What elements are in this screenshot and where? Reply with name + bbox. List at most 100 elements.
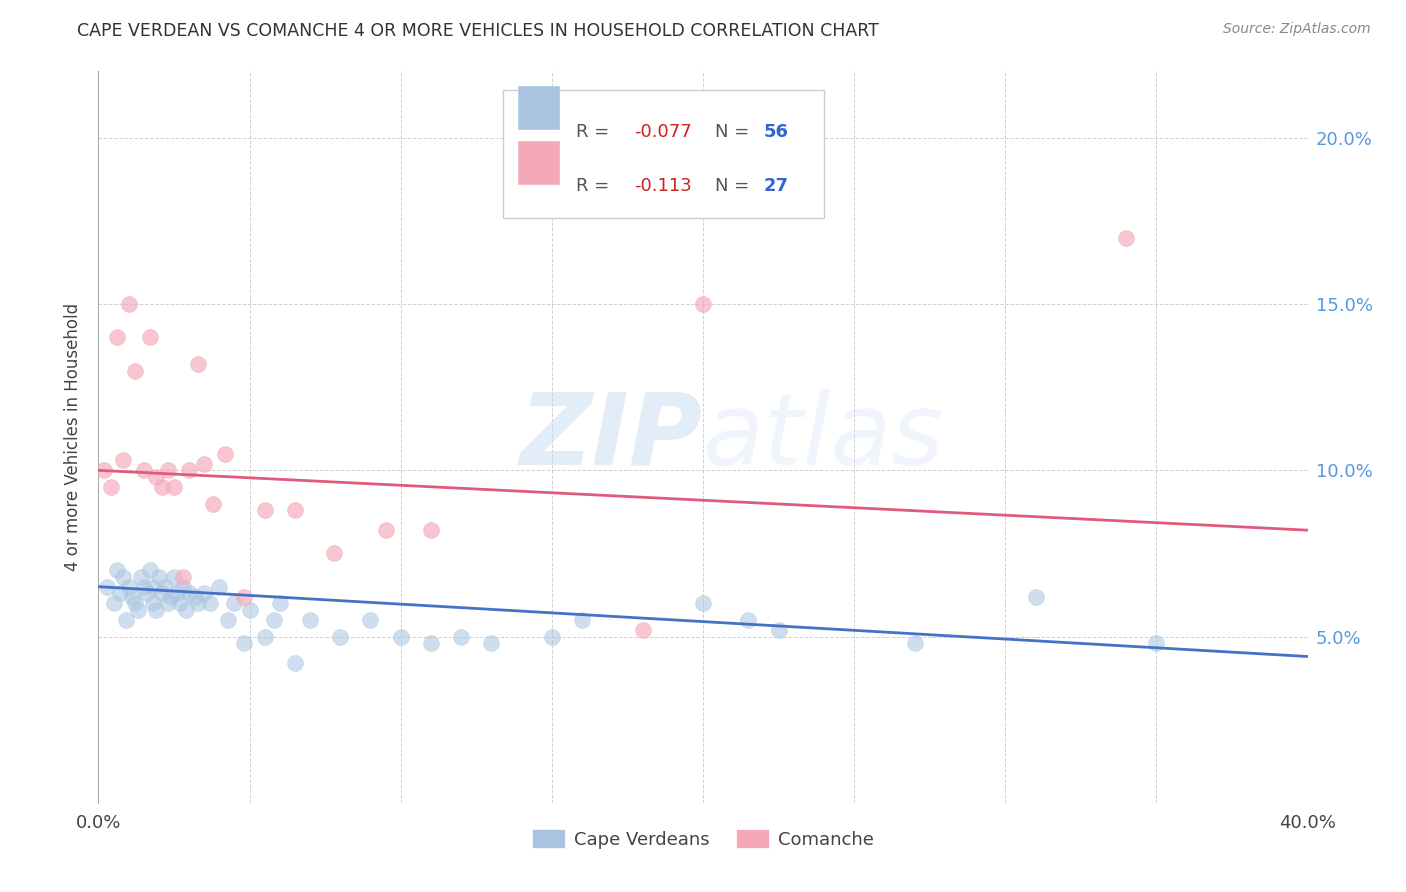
Point xyxy=(156,463,179,477)
Text: ZIP: ZIP xyxy=(520,389,703,485)
Point xyxy=(114,613,136,627)
Text: 27: 27 xyxy=(763,178,789,195)
Point xyxy=(1024,590,1046,604)
Text: R =: R = xyxy=(576,178,621,195)
Point xyxy=(232,590,254,604)
Point xyxy=(132,580,155,594)
Point xyxy=(160,590,183,604)
Point xyxy=(184,590,207,604)
Point xyxy=(135,586,157,600)
Point xyxy=(224,596,246,610)
Point xyxy=(239,603,262,617)
Point xyxy=(420,523,443,537)
Point xyxy=(329,630,352,644)
Point xyxy=(93,463,115,477)
Legend: Cape Verdeans, Comanche: Cape Verdeans, Comanche xyxy=(524,822,882,856)
Point xyxy=(111,453,134,467)
Point xyxy=(105,563,128,577)
Text: -0.113: -0.113 xyxy=(634,178,692,195)
Point xyxy=(631,623,654,637)
Point xyxy=(100,480,122,494)
Point xyxy=(187,596,209,610)
Text: N =: N = xyxy=(716,122,755,141)
Point xyxy=(540,630,562,644)
Point xyxy=(450,630,472,644)
Point xyxy=(145,470,167,484)
Point xyxy=(768,623,790,637)
FancyBboxPatch shape xyxy=(503,89,824,218)
Text: -0.077: -0.077 xyxy=(634,122,692,141)
Point xyxy=(214,447,236,461)
Point xyxy=(118,580,141,594)
Point xyxy=(163,480,186,494)
Point xyxy=(253,503,276,517)
Point xyxy=(166,586,188,600)
FancyBboxPatch shape xyxy=(517,86,561,130)
Point xyxy=(1115,230,1137,244)
Point xyxy=(904,636,927,650)
Point xyxy=(132,463,155,477)
Point xyxy=(193,586,215,600)
Text: N =: N = xyxy=(716,178,755,195)
Point xyxy=(142,596,165,610)
Point xyxy=(208,580,231,594)
Point xyxy=(156,596,179,610)
Point xyxy=(139,330,162,344)
Point xyxy=(299,613,322,627)
Point xyxy=(692,596,714,610)
Point xyxy=(187,357,209,371)
Point xyxy=(360,613,382,627)
Point xyxy=(420,636,443,650)
Point xyxy=(269,596,291,610)
Text: CAPE VERDEAN VS COMANCHE 4 OR MORE VEHICLES IN HOUSEHOLD CORRELATION CHART: CAPE VERDEAN VS COMANCHE 4 OR MORE VEHIC… xyxy=(77,22,879,40)
Point xyxy=(172,570,194,584)
Point xyxy=(263,613,285,627)
Point xyxy=(150,480,173,494)
Point xyxy=(103,596,125,610)
Point xyxy=(153,580,176,594)
Point xyxy=(571,613,593,627)
Point xyxy=(692,297,714,311)
Point xyxy=(253,630,276,644)
Point xyxy=(193,457,215,471)
Point xyxy=(389,630,412,644)
Point xyxy=(105,330,128,344)
Point xyxy=(121,590,143,604)
Point xyxy=(163,570,186,584)
Point xyxy=(200,596,222,610)
Point xyxy=(139,563,162,577)
Point xyxy=(148,570,170,584)
Point xyxy=(217,613,239,627)
Point xyxy=(111,570,134,584)
Point xyxy=(172,580,194,594)
Point xyxy=(96,580,118,594)
Text: Source: ZipAtlas.com: Source: ZipAtlas.com xyxy=(1223,22,1371,37)
Point xyxy=(232,636,254,650)
Point xyxy=(179,463,201,477)
Point xyxy=(129,570,152,584)
Point xyxy=(145,603,167,617)
Y-axis label: 4 or more Vehicles in Household: 4 or more Vehicles in Household xyxy=(65,303,83,571)
Point xyxy=(124,596,146,610)
Point xyxy=(108,586,131,600)
Point xyxy=(374,523,396,537)
Point xyxy=(323,546,346,560)
Point xyxy=(174,603,197,617)
Point xyxy=(284,656,307,670)
Text: R =: R = xyxy=(576,122,614,141)
Point xyxy=(142,580,165,594)
Point xyxy=(284,503,307,517)
Point xyxy=(202,497,225,511)
Point xyxy=(179,586,201,600)
Point xyxy=(169,596,191,610)
Point xyxy=(124,363,146,377)
FancyBboxPatch shape xyxy=(517,141,561,185)
Point xyxy=(481,636,503,650)
Point xyxy=(737,613,759,627)
Text: atlas: atlas xyxy=(703,389,945,485)
Point xyxy=(1144,636,1167,650)
Text: 56: 56 xyxy=(763,122,789,141)
Point xyxy=(150,586,173,600)
Point xyxy=(127,603,149,617)
Point xyxy=(118,297,141,311)
